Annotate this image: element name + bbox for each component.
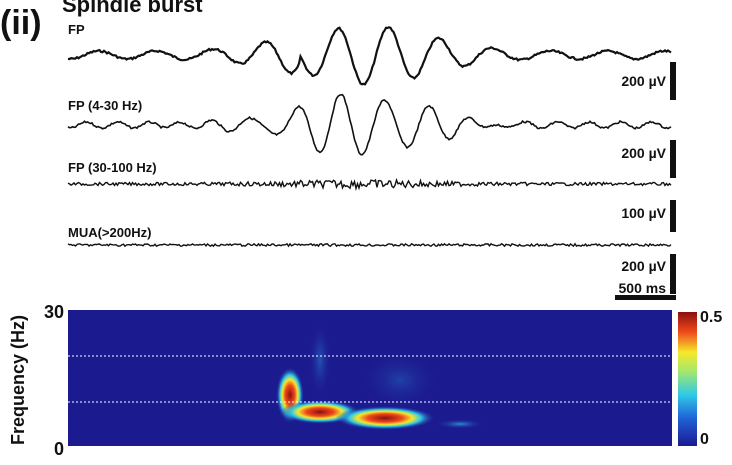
scale-label: 200 µV [621, 258, 666, 274]
scale-label: 200 µV [621, 73, 666, 89]
scale-bar [670, 200, 676, 232]
time-scale-label: 500 ms [619, 280, 667, 296]
spectral-blob [360, 350, 440, 410]
spectrogram [68, 310, 672, 446]
spectral-blob [435, 419, 485, 429]
trace [67, 93, 672, 156]
y-tick-label: 0 [54, 439, 64, 459]
trace-label: FP (30-100 Hz) [68, 160, 157, 175]
colorbar [678, 312, 697, 446]
trace-label: MUA(>200Hz) [68, 225, 151, 240]
scale-label: 200 µV [621, 145, 666, 161]
trace [67, 177, 672, 192]
trace-label: FP [68, 22, 85, 37]
spectral-blob [335, 406, 435, 430]
trace [67, 26, 672, 86]
trace [67, 242, 672, 248]
title: Spindle burst [62, 0, 203, 17]
traces [67, 26, 672, 248]
panel-label: (ii) [0, 4, 42, 42]
colorbar-tick: 0 [700, 431, 709, 448]
scale-label: 100 µV [621, 205, 666, 221]
scale-bar [670, 254, 676, 294]
time-scale-bar [615, 295, 676, 300]
spectral-blob [308, 320, 332, 400]
trace-label: FP (4-30 Hz) [68, 98, 142, 113]
colorbar-tick: 0.5 [700, 309, 722, 326]
y-tick-label: 30 [44, 302, 64, 322]
y-axis-label: Frequency (Hz) [8, 315, 28, 445]
scale-bar [670, 62, 676, 100]
scale-bar [670, 140, 676, 178]
